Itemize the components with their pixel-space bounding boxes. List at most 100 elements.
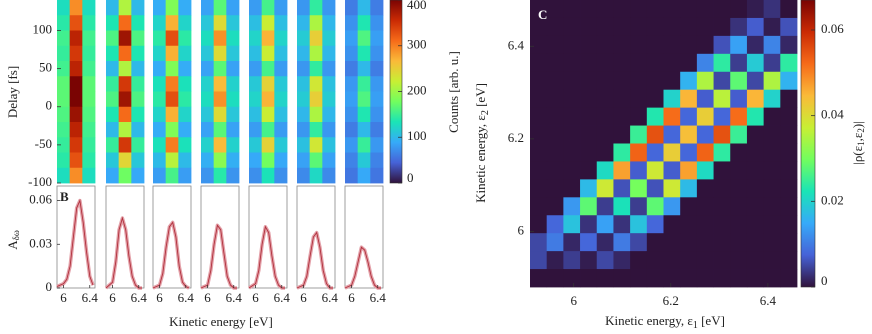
heatmap-cell [646, 71, 664, 91]
heatmap-cell [82, 0, 96, 16]
heatmap-cell [357, 0, 371, 16]
heatmap-cell [546, 215, 564, 234]
heatmap-cell [680, 161, 698, 180]
heatmap-cell [530, 269, 548, 288]
heatmap-cell [322, 0, 336, 16]
heatmap-cell [131, 152, 145, 169]
b-ylabel-text: A [5, 240, 20, 250]
colorbar-tick-label: 400 [407, 0, 427, 12]
heatmap-cell [69, 91, 83, 108]
heatmap-cell [530, 35, 548, 55]
heatmap-cell [82, 30, 96, 47]
heatmap-cell [630, 71, 648, 91]
heatmap-cell [630, 143, 648, 162]
heatmap-cell [530, 215, 548, 234]
heatmap-cell [780, 17, 798, 37]
heatmap-cell [226, 152, 240, 169]
heatmap-cell [730, 269, 748, 288]
heatmap-cell [82, 167, 96, 184]
heatmap-cell [309, 76, 323, 92]
heatmap-cell [178, 0, 192, 16]
heatmap-cell [580, 89, 598, 109]
line [152, 221, 190, 289]
heatmap-cell [370, 152, 384, 169]
heatmap-cell [680, 197, 698, 216]
heatmap-cell [763, 251, 781, 270]
heatmap-cell [780, 269, 798, 288]
heatmap-cell [680, 53, 698, 73]
heatmap-cell [563, 215, 581, 234]
heatmap-cell [746, 107, 765, 126]
heatmap-cell [106, 91, 120, 108]
heatmap-cell [118, 30, 132, 47]
heatmap-cell [57, 167, 71, 184]
heatmap-cell [730, 17, 748, 37]
heatmap-cell [696, 269, 714, 288]
heatmap-cell [546, 179, 564, 198]
heatmap-cell [663, 215, 681, 234]
heatmap-cell [357, 152, 371, 169]
heatmap-cell [309, 61, 323, 77]
heatmap-cell [596, 215, 614, 234]
line [105, 216, 142, 289]
heatmap-cell [261, 15, 275, 31]
heatmap-cell [322, 45, 336, 62]
x-tick-label: 6.4 [82, 290, 99, 305]
heatmap-cell [746, 197, 765, 216]
heatmap-cell [763, 89, 781, 109]
heatmap-cell [563, 179, 581, 198]
x-tick-label: 6.4 [760, 293, 777, 308]
heatmap-cell [345, 15, 359, 31]
heatmap-cell [713, 89, 731, 109]
heatmap-cell [780, 89, 798, 109]
heatmap-cell [274, 167, 288, 184]
heatmap-cell [780, 53, 798, 73]
heatmap-cell [546, 197, 564, 216]
heatmap-cell [213, 122, 227, 138]
heatmap-cell [596, 89, 614, 109]
heatmap-cell [297, 30, 311, 47]
heatmap-cell [57, 45, 71, 62]
heatmap-cell [730, 53, 748, 73]
heatmap-cell [249, 0, 263, 16]
heatmap-cell [713, 197, 731, 216]
heatmap-cell [131, 122, 145, 138]
heatmap-cell [213, 137, 227, 153]
heatmap-cell [546, 251, 564, 270]
heatmap-cell [663, 71, 681, 91]
heatmap-cell [309, 30, 323, 47]
heatmap-cell [646, 35, 664, 55]
heatmap-cell [763, 215, 781, 234]
heatmap-cell [153, 122, 167, 138]
colorbar-tick-label: 0 [821, 273, 828, 288]
y-tick-label: 0.06 [29, 192, 52, 207]
heatmap-cell [226, 30, 240, 47]
heatmap-cell [696, 89, 714, 109]
heatmap-cell [546, 233, 564, 252]
x-tick-label: 6 [109, 290, 116, 305]
heatmap-cell [580, 0, 598, 19]
heatmap-cell [646, 107, 664, 126]
heatmap-cell [630, 35, 648, 55]
heatmap-cell [663, 233, 681, 252]
heatmap-cell [345, 91, 359, 108]
heatmap-cell [746, 35, 765, 55]
heatmap-cell [596, 17, 614, 37]
heatmap-cell [131, 30, 145, 47]
heatmap-cell [261, 122, 275, 138]
heatmap-cell [370, 167, 384, 184]
plot-frame [248, 185, 288, 289]
heatmap-cell [746, 269, 765, 288]
heatmap-cell [357, 137, 371, 153]
heatmap-cell [213, 76, 227, 92]
heatmap-cell [131, 91, 145, 108]
heatmap-cell [613, 71, 631, 91]
heatmap-cell [345, 76, 359, 92]
heatmap-cell [780, 71, 798, 91]
cb-part: |ρ(ε [850, 145, 865, 164]
heatmap-cell [530, 125, 548, 144]
heatmap-cell [322, 30, 336, 47]
heatmap-cell [322, 15, 336, 31]
y-tick-label: 0 [46, 98, 53, 113]
heatmap-cell [118, 76, 132, 92]
